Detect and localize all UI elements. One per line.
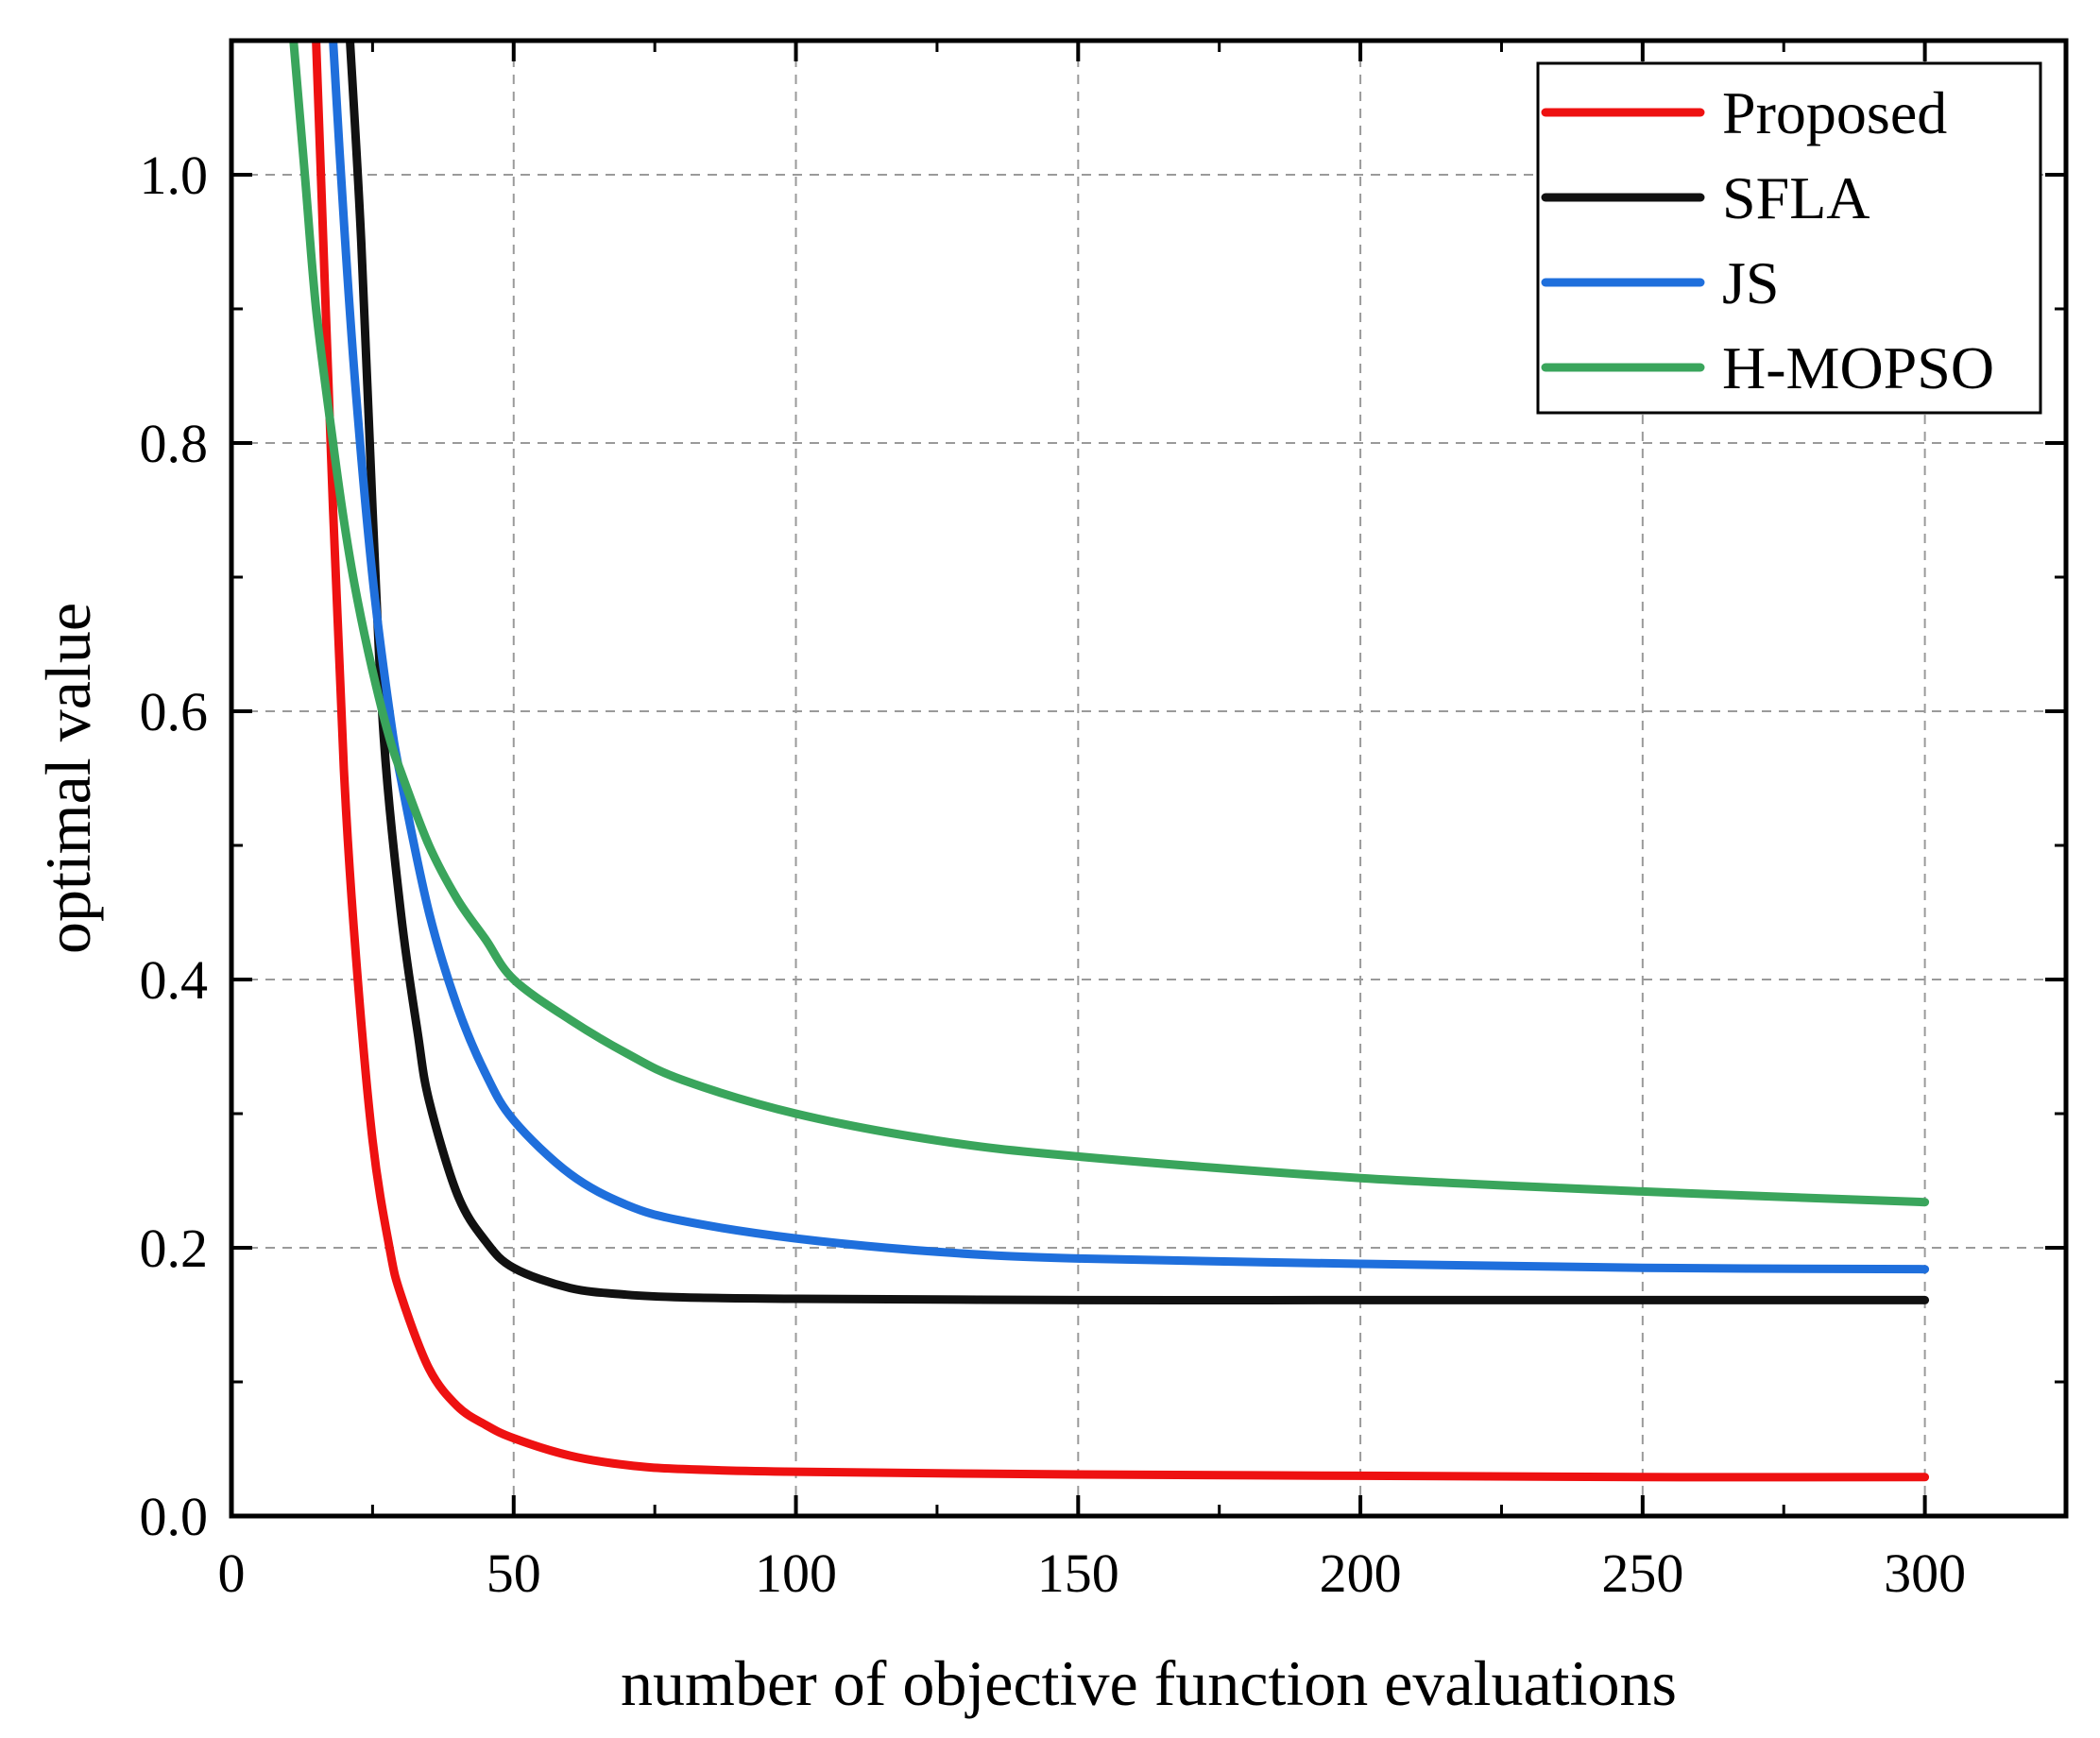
series-line-h-mopso xyxy=(289,41,1930,1207)
x-tick-label: 0 xyxy=(218,1542,246,1604)
x-tick-label: 50 xyxy=(487,1542,541,1604)
legend-label: SFLA xyxy=(1722,164,1870,231)
plot-frame xyxy=(229,38,2069,1519)
y-tick-label: 0.6 xyxy=(140,681,209,742)
series-lines xyxy=(289,41,1930,1482)
legend-label: H-MOPSO xyxy=(1722,334,1994,401)
y-tick-label: 0.8 xyxy=(140,413,209,474)
legend-label: Proposed xyxy=(1722,79,1947,146)
y-axis-title: optimal value xyxy=(32,603,104,954)
series-line-js xyxy=(329,41,1930,1274)
axis-ticks xyxy=(230,39,2066,1518)
y-tick-label: 0.2 xyxy=(140,1218,209,1279)
y-tick-label: 0.0 xyxy=(140,1486,209,1547)
y-tick-label: 1.0 xyxy=(140,145,209,206)
series-line-proposed xyxy=(312,41,1930,1482)
x-tick-label: 200 xyxy=(1320,1542,1402,1604)
legend-box xyxy=(1536,61,2042,415)
x-tick-label: 100 xyxy=(755,1542,837,1604)
x-tick-label: 250 xyxy=(1601,1542,1683,1604)
y-tick-label: 0.4 xyxy=(140,949,209,1011)
legend: Proposed SFLA JS H-MOPSO xyxy=(1536,61,2042,415)
x-axis-title: number of objective function evaluations xyxy=(621,1647,1677,1719)
x-tick-label: 300 xyxy=(1884,1542,1966,1604)
legend-label: JS xyxy=(1722,249,1780,316)
tick-labels: 0 50 100 150 200 250 300 0.0 0.2 0.4 0.6 0.8 1.0 xyxy=(140,145,1967,1604)
x-tick-label: 150 xyxy=(1037,1542,1119,1604)
